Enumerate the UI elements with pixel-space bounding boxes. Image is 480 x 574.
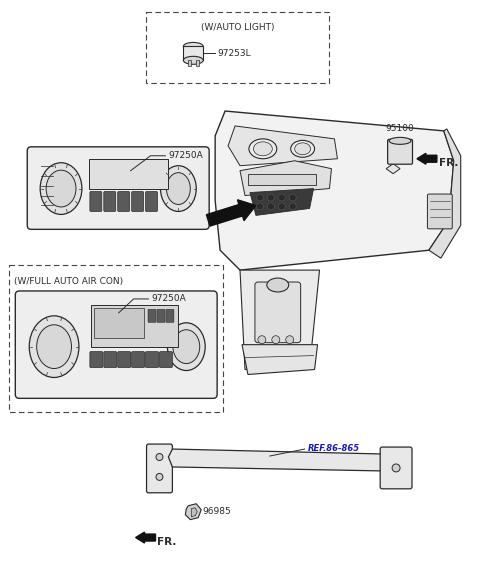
Polygon shape — [240, 270, 320, 370]
Ellipse shape — [46, 170, 76, 207]
FancyBboxPatch shape — [91, 305, 179, 347]
Ellipse shape — [291, 141, 314, 157]
Ellipse shape — [167, 173, 190, 204]
Ellipse shape — [249, 139, 277, 159]
Circle shape — [289, 203, 296, 210]
Polygon shape — [168, 449, 394, 477]
FancyBboxPatch shape — [248, 174, 315, 185]
Ellipse shape — [36, 325, 72, 369]
Circle shape — [289, 194, 296, 201]
FancyBboxPatch shape — [145, 192, 157, 211]
Ellipse shape — [40, 162, 82, 215]
Text: 97250A: 97250A — [152, 294, 186, 304]
Polygon shape — [386, 164, 400, 174]
Text: FR.: FR. — [439, 158, 458, 168]
Ellipse shape — [267, 278, 288, 292]
Circle shape — [392, 464, 400, 472]
Text: (W/FULL AUTO AIR CON): (W/FULL AUTO AIR CON) — [14, 277, 123, 286]
FancyBboxPatch shape — [427, 194, 452, 229]
FancyBboxPatch shape — [89, 159, 168, 189]
FancyBboxPatch shape — [148, 309, 156, 322]
Polygon shape — [215, 111, 454, 270]
FancyBboxPatch shape — [132, 352, 144, 367]
Ellipse shape — [173, 329, 200, 363]
FancyBboxPatch shape — [104, 352, 117, 367]
Circle shape — [267, 203, 274, 210]
FancyBboxPatch shape — [145, 352, 158, 367]
FancyBboxPatch shape — [27, 147, 209, 230]
Bar — [9, 265, 223, 412]
Polygon shape — [185, 504, 201, 519]
Polygon shape — [250, 189, 313, 215]
Polygon shape — [228, 126, 337, 166]
Circle shape — [156, 474, 163, 480]
Ellipse shape — [29, 316, 79, 378]
Circle shape — [278, 194, 285, 201]
FancyBboxPatch shape — [104, 192, 116, 211]
FancyBboxPatch shape — [94, 308, 144, 338]
Text: 97253L: 97253L — [217, 49, 251, 58]
FancyBboxPatch shape — [146, 444, 172, 493]
Ellipse shape — [183, 42, 203, 51]
Circle shape — [267, 194, 274, 201]
Ellipse shape — [389, 137, 411, 144]
Ellipse shape — [295, 143, 311, 155]
FancyBboxPatch shape — [166, 309, 174, 322]
Ellipse shape — [183, 56, 203, 64]
FancyBboxPatch shape — [388, 139, 412, 164]
Bar — [196, 60, 199, 66]
Circle shape — [256, 203, 264, 210]
Text: (W/AUTO LIGHT): (W/AUTO LIGHT) — [201, 22, 274, 32]
Text: 96985: 96985 — [202, 507, 231, 516]
Ellipse shape — [160, 166, 196, 211]
Bar — [145, 11, 329, 83]
FancyBboxPatch shape — [132, 192, 144, 211]
Circle shape — [278, 203, 285, 210]
FancyBboxPatch shape — [90, 352, 103, 367]
Text: FR.: FR. — [157, 537, 177, 546]
FancyArrow shape — [136, 532, 156, 543]
Polygon shape — [242, 344, 318, 374]
Bar — [188, 60, 191, 66]
FancyArrow shape — [206, 200, 256, 226]
Circle shape — [258, 336, 266, 344]
Circle shape — [156, 453, 163, 460]
Polygon shape — [192, 508, 197, 517]
Circle shape — [272, 336, 280, 344]
Circle shape — [286, 336, 294, 344]
FancyBboxPatch shape — [183, 46, 203, 60]
Circle shape — [256, 194, 264, 201]
Polygon shape — [240, 161, 332, 196]
Text: 95100: 95100 — [386, 124, 414, 133]
FancyBboxPatch shape — [118, 352, 131, 367]
Text: REF.86-865: REF.86-865 — [308, 444, 360, 452]
FancyBboxPatch shape — [118, 192, 130, 211]
Text: 97250A: 97250A — [168, 152, 203, 160]
FancyBboxPatch shape — [157, 309, 165, 322]
Ellipse shape — [253, 142, 272, 156]
FancyBboxPatch shape — [159, 352, 172, 367]
FancyBboxPatch shape — [90, 192, 102, 211]
FancyBboxPatch shape — [255, 282, 300, 343]
Polygon shape — [429, 129, 461, 258]
FancyBboxPatch shape — [380, 447, 412, 489]
Ellipse shape — [168, 323, 205, 370]
FancyBboxPatch shape — [15, 291, 217, 398]
FancyArrow shape — [417, 153, 437, 164]
